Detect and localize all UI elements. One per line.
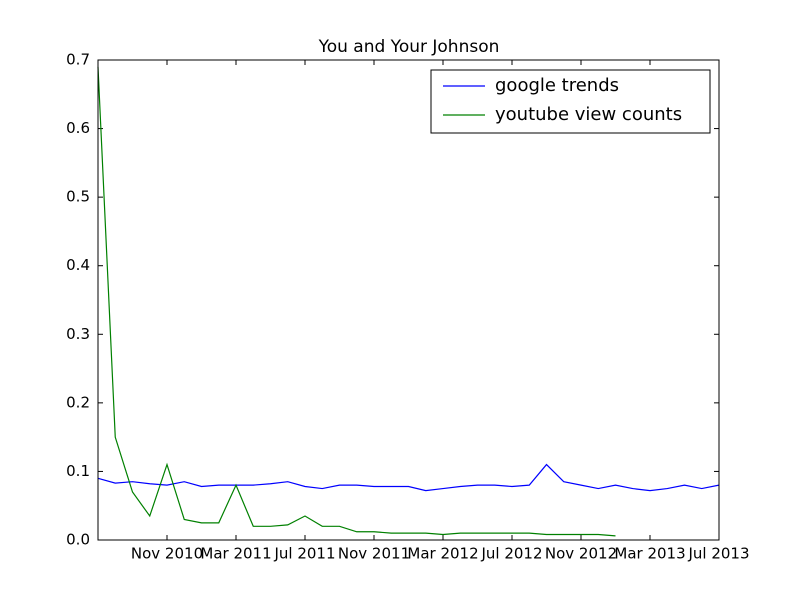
chart-title: You and Your Johnson — [318, 37, 500, 57]
x-tick-label: Nov 2010 — [131, 545, 203, 563]
x-tick-label: Jul 2012 — [480, 545, 542, 563]
x-tick-label: Nov 2011 — [338, 545, 410, 563]
y-tick-label: 0.7 — [66, 51, 90, 69]
x-tick-label: Jul 2013 — [687, 545, 749, 563]
x-tick-label: Jul 2011 — [273, 545, 335, 563]
x-tick-label: Mar 2012 — [407, 545, 478, 563]
y-tick-label: 0.6 — [66, 119, 90, 137]
legend-label: google trends — [495, 75, 619, 96]
legend-box — [430, 69, 711, 134]
series-line — [97, 463, 720, 492]
y-tick-label: 0.3 — [66, 325, 90, 343]
y-tick-label: 0.4 — [66, 256, 90, 274]
legend-label: youtube view counts — [495, 104, 682, 125]
y-tick-label: 0.0 — [66, 531, 90, 549]
series-line — [97, 66, 616, 537]
x-tick-label: Mar 2013 — [614, 545, 685, 563]
plot-frame — [97, 59, 720, 541]
y-tick-label: 0.2 — [66, 393, 90, 411]
x-tick-label: Mar 2011 — [200, 545, 271, 563]
y-tick-label: 0.1 — [66, 462, 90, 480]
x-tick-label: Nov 2012 — [545, 545, 617, 563]
y-tick-label: 0.5 — [66, 188, 90, 206]
